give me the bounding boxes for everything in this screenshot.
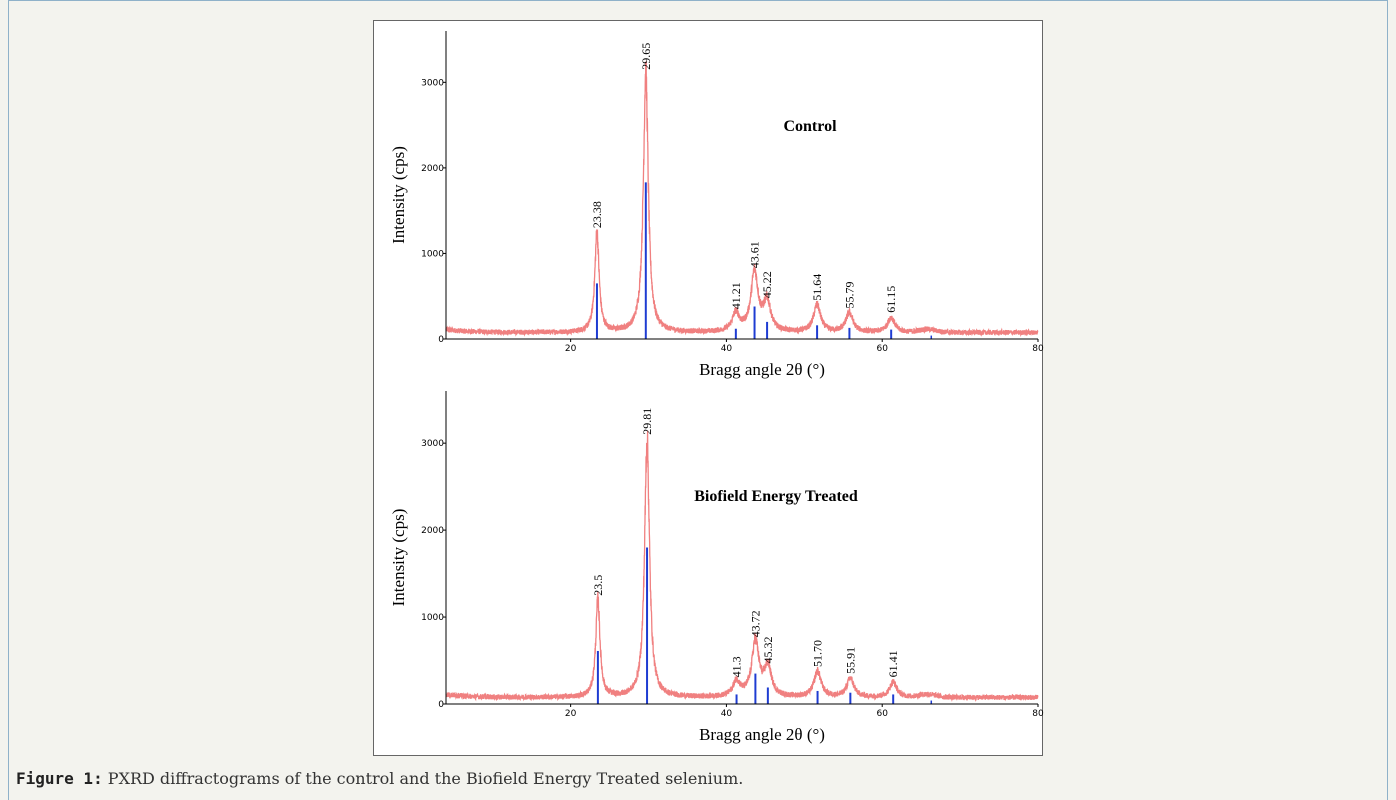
x-tick-label: 80 [1032, 344, 1044, 354]
x-tick-label: 60 [876, 709, 888, 719]
caption-text: PXRD diffractograms of the control and t… [107, 769, 744, 788]
y-tick-label: 1000 [421, 613, 444, 623]
xrd-charts: 0 1000 2000 3000 20 40 60 80 23.38 29.65 41.21 43.6… [389, 31, 1044, 744]
y-axis-label: Intensity (cps) [389, 146, 408, 244]
xrd-panel-2: 0 1000 2000 3000 20 40 60 80 23.5 29.81 41.3 43.724… [389, 391, 1044, 744]
peak-label: 29.81 [640, 408, 654, 435]
peak-label: 41.21 [729, 282, 743, 309]
peak-label: 23.5 [591, 575, 605, 596]
y-tick-label: 2000 [421, 526, 444, 536]
y-tick-label: 0 [438, 700, 444, 710]
peak-label: 55.79 [842, 282, 856, 309]
y-tick-label: 3000 [421, 439, 444, 449]
x-tick-label: 60 [876, 344, 888, 354]
x-tick-label: 40 [721, 344, 733, 354]
peak-label: 43.72 [748, 610, 762, 637]
x-axis-label: Bragg angle 2θ (°) [699, 725, 825, 744]
caption-label: Figure 1: [16, 769, 103, 788]
peak-label: 41.3 [730, 656, 744, 677]
y-tick-label: 1000 [421, 249, 444, 259]
x-tick-label: 80 [1032, 709, 1044, 719]
panel-label: Biofield Energy Treated [694, 488, 858, 505]
figure-image: 0 1000 2000 3000 20 40 60 80 23.38 29.65 41.21 43.6… [373, 20, 1044, 756]
peak-label: 45.32 [761, 637, 775, 664]
peak-label: 23.38 [590, 201, 604, 228]
y-axis-label: Intensity (cps) [389, 509, 408, 607]
xrd-panel-1: 0 1000 2000 3000 20 40 60 80 23.38 29.65 41.21 43.6… [389, 31, 1044, 379]
xrd-pattern-line [445, 61, 1039, 338]
x-tick-label: 20 [565, 344, 577, 354]
panel-label: Control [783, 118, 837, 135]
peak-label: 51.64 [810, 274, 824, 301]
x-tick-label: 20 [565, 709, 577, 719]
x-tick-label: 40 [721, 709, 733, 719]
peak-label: 61.41 [886, 650, 900, 677]
peak-label: 51.70 [811, 640, 825, 667]
peak-label: 55.91 [843, 647, 857, 674]
peak-label: 61.15 [884, 286, 898, 313]
peak-label: 29.65 [639, 43, 653, 70]
y-tick-label: 3000 [421, 78, 444, 88]
figure-caption: Figure 1: PXRD diffractograms of the con… [16, 769, 743, 788]
peak-label: 45.22 [760, 271, 774, 298]
y-tick-label: 2000 [421, 164, 444, 174]
x-axis-label: Bragg angle 2θ (°) [699, 360, 825, 379]
y-tick-label: 0 [438, 335, 444, 345]
peak-label: 43.61 [748, 241, 762, 268]
xrd-pattern-line [445, 430, 1039, 703]
